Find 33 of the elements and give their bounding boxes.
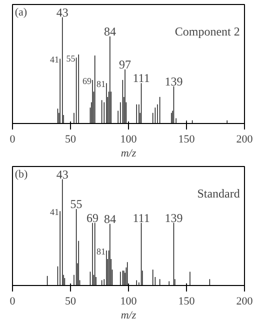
- annotation: Standard: [197, 186, 240, 200]
- annotation: (a): [14, 6, 28, 19]
- x-tick-label: 100: [120, 296, 138, 308]
- annotation: 43: [56, 167, 68, 182]
- x-tick-label: 0: [10, 134, 16, 146]
- x-tick-label: 0: [10, 296, 16, 308]
- annotation: 55: [66, 54, 76, 64]
- annotation: 43: [56, 5, 68, 20]
- annotation: 69: [86, 210, 99, 225]
- x-tick-label: 200: [236, 296, 254, 308]
- annotation: 55: [70, 197, 82, 211]
- x-axis-title: m/z: [120, 310, 137, 322]
- x-tick-label: 50: [65, 296, 76, 308]
- x-tick-label: 150: [178, 296, 196, 308]
- annotation: (b): [14, 168, 28, 181]
- annotation: 84: [104, 212, 116, 226]
- annotation: 41: [50, 54, 60, 65]
- annotation: 81: [96, 246, 106, 256]
- x-tick-label: 50: [65, 134, 76, 146]
- annotation: 81: [96, 79, 106, 90]
- annotation: 139: [164, 74, 183, 88]
- annotation: Component 2: [174, 24, 240, 38]
- annotation: 84: [104, 24, 116, 38]
- x-axis-title: m/z: [120, 148, 137, 160]
- x-tick-label: 100: [120, 134, 138, 146]
- annotation: 111: [132, 210, 150, 225]
- x-tick-label: 200: [236, 134, 254, 146]
- annotation: 97: [119, 57, 132, 72]
- annotation: 111: [132, 71, 150, 86]
- x-tick-label: 150: [178, 134, 196, 146]
- annotation: 41: [50, 207, 60, 218]
- annotation: 139: [164, 210, 183, 225]
- annotation: 69: [82, 76, 92, 86]
